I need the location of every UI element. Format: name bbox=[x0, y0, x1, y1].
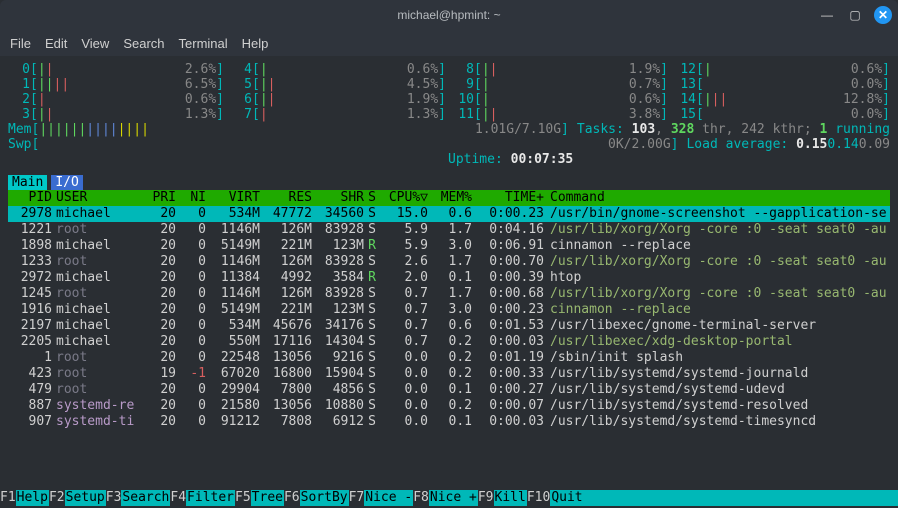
process-header[interactable]: PIDUSERPRINIVIRTRESSHRSCPU%▽MEM%TIME+Com… bbox=[8, 190, 890, 206]
fn-label[interactable]: Nice - bbox=[364, 490, 413, 506]
fn-key: F6 bbox=[284, 490, 300, 506]
cpu-meters: 0[||2.6%] 4[|0.6%] 8[||1.9%] 12[|0.6%] 1[|||… bbox=[8, 62, 890, 122]
process-row[interactable]: 2197michael200534M4567634176S0.70.60:01.… bbox=[8, 318, 890, 334]
uptime-line: Uptime: 00:07:35 bbox=[8, 152, 890, 167]
tab-io[interactable]: I/O bbox=[51, 175, 82, 190]
menubar: File Edit View Search Terminal Help bbox=[0, 30, 898, 56]
cpu-meter-4: 4[|0.6%] bbox=[230, 62, 446, 77]
cpu-meter-3: 3[||1.3%] bbox=[8, 107, 224, 122]
fn-key: F7 bbox=[349, 490, 365, 506]
col-header[interactable]: MEM% bbox=[428, 190, 472, 206]
fn-key: F9 bbox=[478, 490, 494, 506]
cpu-meter-12: 12[|0.6%] bbox=[674, 62, 890, 77]
fn-key: F10 bbox=[527, 490, 550, 506]
cpu-meter-7: 7[|1.3%] bbox=[230, 107, 446, 122]
col-header[interactable]: RES bbox=[260, 190, 312, 206]
process-row[interactable]: 2978michael200534M4777234560S15.00.60:00… bbox=[8, 206, 890, 222]
fn-label[interactable]: Nice + bbox=[429, 490, 478, 506]
fn-label[interactable]: Setup bbox=[65, 490, 106, 506]
minimize-button[interactable]: — bbox=[818, 6, 836, 24]
process-list[interactable]: 2978michael200534M4777234560S15.00.60:00… bbox=[8, 206, 890, 430]
window-title: michael@hpmint: ~ bbox=[0, 8, 898, 22]
process-row[interactable]: 423root19-1670201680015904S0.00.20:00.33… bbox=[8, 366, 890, 382]
cpu-meter-14: 14[|||12.8%] bbox=[674, 92, 890, 107]
process-row[interactable]: 2205michael200550M1711614304S0.70.20:00.… bbox=[8, 334, 890, 350]
cpu-meter-5: 5[||4.5%] bbox=[230, 77, 446, 92]
col-header[interactable]: S bbox=[364, 190, 380, 206]
tabs: Main I/O bbox=[8, 175, 890, 190]
tab-main[interactable]: Main bbox=[8, 175, 47, 190]
fn-label[interactable]: Quit bbox=[550, 490, 583, 506]
menu-item-help[interactable]: Help bbox=[242, 36, 269, 51]
cpu-meter-6: 6[||1.9%] bbox=[230, 92, 446, 107]
cpu-meter-10: 10[|0.6%] bbox=[452, 92, 668, 107]
fn-key: F4 bbox=[170, 490, 186, 506]
fn-key: F1 bbox=[0, 490, 16, 506]
fn-key: F5 bbox=[235, 490, 251, 506]
process-row[interactable]: 1233root2001146M126M83928S2.61.70:00.70/… bbox=[8, 254, 890, 270]
swp-meter: Swp[0K/2.00G] Load average: 0.15 0.14 0.… bbox=[8, 137, 890, 152]
process-row[interactable]: 1root20022548130569216S0.00.20:01.19/sbi… bbox=[8, 350, 890, 366]
cpu-meter-9: 9[|0.7%] bbox=[452, 77, 668, 92]
col-header[interactable]: PID bbox=[8, 190, 52, 206]
process-row[interactable]: 1916michael2005149M221M123MS0.73.00:00.2… bbox=[8, 302, 890, 318]
terminal-content: 0[||2.6%] 4[|0.6%] 8[||1.9%] 12[|0.6%] 1[|||… bbox=[0, 56, 898, 430]
fn-label[interactable]: Help bbox=[16, 490, 49, 506]
fn-label[interactable]: SortBy bbox=[300, 490, 349, 506]
cpu-meter-0: 0[||2.6%] bbox=[8, 62, 224, 77]
cpu-meter-13: 13[0.0%] bbox=[674, 77, 890, 92]
cpu-meter-11: 11[||3.8%] bbox=[452, 107, 668, 122]
maximize-button[interactable]: ▢ bbox=[846, 6, 864, 24]
process-row[interactable]: 1221root2001146M126M83928S5.91.70:04.16/… bbox=[8, 222, 890, 238]
fn-key: F3 bbox=[106, 490, 122, 506]
mem-meter: Mem[||||||||||||||1.01G/7.10G] Tasks: 10… bbox=[8, 122, 890, 137]
cpu-meter-15: 15[0.0%] bbox=[674, 107, 890, 122]
menu-item-terminal[interactable]: Terminal bbox=[179, 36, 228, 51]
menu-item-edit[interactable]: Edit bbox=[45, 36, 67, 51]
fn-key: F8 bbox=[413, 490, 429, 506]
fn-label[interactable]: Kill bbox=[494, 490, 527, 506]
process-row[interactable]: 907systemd-ti2009121278086912S0.00.10:00… bbox=[8, 414, 890, 430]
fn-label[interactable]: Tree bbox=[251, 490, 284, 506]
titlebar: michael@hpmint: ~ — ▢ ✕ bbox=[0, 0, 898, 30]
fn-key: F2 bbox=[49, 490, 65, 506]
cpu-meter-2: 2[|0.6%] bbox=[8, 92, 224, 107]
function-key-bar: F1Help F2Setup F3SearchF4FilterF5Tree F6… bbox=[0, 490, 898, 506]
window-controls: — ▢ ✕ bbox=[818, 6, 892, 24]
menu-item-file[interactable]: File bbox=[10, 36, 31, 51]
process-row[interactable]: 887systemd-re200215801305610880S0.00.20:… bbox=[8, 398, 890, 414]
col-header[interactable]: PRI bbox=[136, 190, 176, 206]
col-header[interactable]: TIME+ bbox=[472, 190, 544, 206]
fn-label[interactable]: Search bbox=[121, 490, 170, 506]
cpu-meter-1: 1[||||6.5%] bbox=[8, 77, 224, 92]
process-row[interactable]: 1898michael2005149M221M123MR5.93.00:06.9… bbox=[8, 238, 890, 254]
process-row[interactable]: 2972michael2001138449923584R2.00.10:00.3… bbox=[8, 270, 890, 286]
col-header[interactable]: VIRT bbox=[206, 190, 260, 206]
fn-label[interactable]: Filter bbox=[186, 490, 235, 506]
col-header[interactable]: Command bbox=[544, 190, 890, 206]
col-header[interactable]: NI bbox=[176, 190, 206, 206]
close-button[interactable]: ✕ bbox=[874, 6, 892, 24]
process-row[interactable]: 479root2002990478004856S0.00.10:00.27/us… bbox=[8, 382, 890, 398]
col-header[interactable]: USER bbox=[52, 190, 136, 206]
cpu-meter-8: 8[||1.9%] bbox=[452, 62, 668, 77]
col-header[interactable]: CPU%▽ bbox=[380, 190, 428, 206]
menu-item-search[interactable]: Search bbox=[123, 36, 164, 51]
process-row[interactable]: 1245root2001146M126M83928S0.71.70:00.68/… bbox=[8, 286, 890, 302]
col-header[interactable]: SHR bbox=[312, 190, 364, 206]
menu-item-view[interactable]: View bbox=[81, 36, 109, 51]
